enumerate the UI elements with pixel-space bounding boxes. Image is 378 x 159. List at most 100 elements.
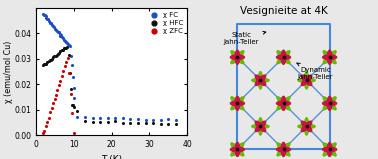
Point — [66, 44, 72, 47]
Ellipse shape — [231, 51, 244, 64]
Point — [165, 122, 171, 125]
Point — [62, 65, 68, 67]
Ellipse shape — [231, 143, 244, 156]
Ellipse shape — [231, 143, 244, 156]
Ellipse shape — [255, 75, 266, 86]
Point — [49, 57, 55, 60]
Point — [69, 64, 75, 66]
Ellipse shape — [235, 50, 240, 64]
Point — [62, 40, 68, 42]
Point — [70, 104, 76, 106]
Ellipse shape — [323, 97, 336, 110]
Point — [70, 76, 76, 78]
Ellipse shape — [323, 143, 336, 156]
Ellipse shape — [252, 78, 269, 82]
Point — [55, 53, 61, 55]
Point — [46, 59, 52, 62]
Ellipse shape — [323, 143, 336, 156]
Ellipse shape — [230, 147, 245, 152]
Ellipse shape — [323, 51, 336, 64]
Point — [57, 50, 64, 53]
Ellipse shape — [281, 96, 286, 110]
Point — [51, 26, 57, 28]
Point — [68, 93, 74, 95]
Point — [53, 55, 59, 57]
Point — [68, 55, 74, 57]
Point — [42, 14, 48, 17]
Point — [43, 62, 49, 65]
Ellipse shape — [323, 51, 336, 64]
Point — [127, 118, 133, 120]
Ellipse shape — [301, 75, 312, 86]
Point — [51, 98, 57, 100]
Point — [41, 130, 47, 132]
Ellipse shape — [298, 124, 315, 128]
Point — [90, 117, 96, 119]
Point — [62, 47, 68, 49]
Ellipse shape — [322, 101, 337, 106]
Point — [63, 61, 69, 64]
Y-axis label: χ (emu/mol Cu): χ (emu/mol Cu) — [4, 40, 12, 103]
Ellipse shape — [323, 97, 336, 110]
Ellipse shape — [231, 51, 244, 64]
Point — [69, 111, 75, 114]
Point — [173, 118, 179, 121]
Point — [120, 121, 126, 124]
Point — [135, 118, 141, 120]
Point — [65, 53, 71, 56]
Point — [63, 40, 69, 43]
Point — [97, 117, 103, 119]
Point — [53, 29, 59, 31]
Ellipse shape — [327, 50, 332, 64]
Ellipse shape — [323, 97, 336, 110]
Ellipse shape — [259, 118, 262, 135]
Point — [40, 13, 46, 15]
Ellipse shape — [231, 51, 244, 64]
Ellipse shape — [235, 142, 240, 156]
Point — [48, 107, 54, 109]
Point — [44, 61, 50, 63]
Point — [40, 64, 46, 66]
Point — [143, 121, 149, 124]
Ellipse shape — [301, 121, 312, 132]
Point — [42, 63, 48, 65]
Point — [158, 123, 164, 125]
Ellipse shape — [323, 143, 336, 156]
Point — [60, 70, 67, 73]
Ellipse shape — [323, 97, 336, 110]
Point — [50, 56, 56, 59]
Point — [55, 31, 61, 33]
Text: Static
Jahn-Teller: Static Jahn-Teller — [224, 31, 266, 45]
Point — [71, 131, 77, 134]
Ellipse shape — [305, 118, 308, 135]
Point — [61, 47, 67, 50]
Ellipse shape — [276, 147, 291, 152]
Ellipse shape — [281, 142, 286, 156]
Legend: χ FC, χ HFC, χ ZFC: χ FC, χ HFC, χ ZFC — [147, 11, 184, 34]
Point — [61, 39, 67, 41]
Point — [54, 53, 60, 56]
Point — [47, 59, 53, 61]
Point — [71, 97, 77, 99]
Ellipse shape — [255, 121, 266, 132]
Point — [40, 131, 46, 134]
Ellipse shape — [277, 97, 290, 110]
Point — [56, 84, 62, 87]
Point — [49, 24, 55, 26]
Ellipse shape — [277, 97, 290, 110]
Point — [47, 21, 53, 24]
Point — [74, 110, 81, 112]
Point — [158, 118, 164, 121]
Point — [41, 62, 47, 65]
Point — [46, 117, 52, 119]
Ellipse shape — [277, 97, 290, 110]
Point — [43, 17, 50, 19]
Point — [57, 80, 64, 82]
Point — [43, 125, 49, 128]
Point — [82, 120, 88, 122]
Point — [74, 116, 81, 118]
Ellipse shape — [231, 143, 244, 156]
Ellipse shape — [281, 50, 286, 64]
Point — [71, 106, 77, 108]
Ellipse shape — [235, 96, 240, 110]
